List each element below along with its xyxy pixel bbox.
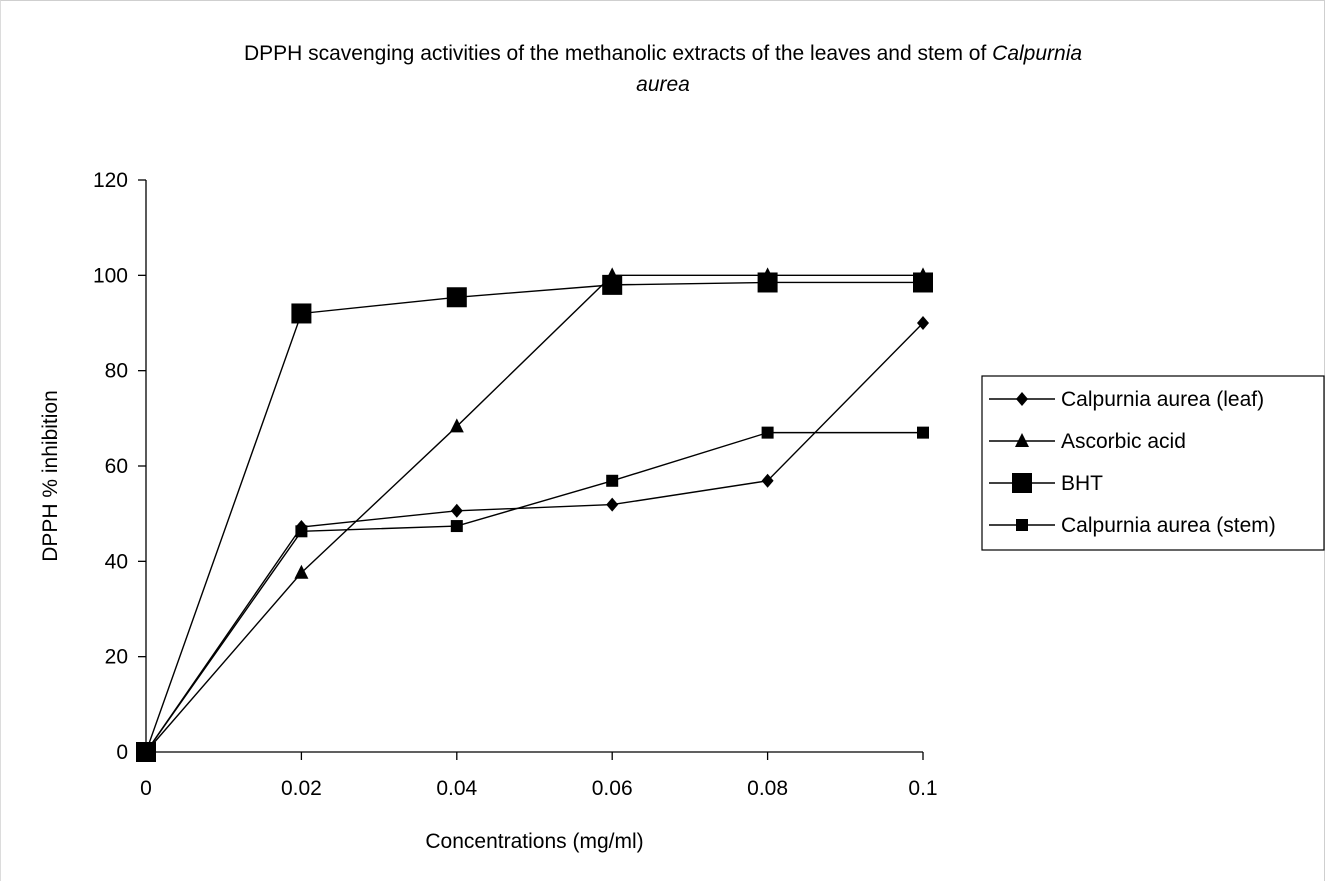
data-point [606,474,619,487]
axes: 0 20 40 60 80 100 120 0 0.02 0.04 0.06 0.08 0.1 Conce… [39,169,938,853]
chart-title-italic-1: Calpurnia [992,42,1083,65]
data-point [917,316,929,330]
chart-title-italic-2: aurea [636,73,690,96]
series-line [145,431,923,753]
x-tick-label: 0.06 [592,777,633,800]
legend-label: Calpurnia aurea (stem) [1061,514,1276,537]
chart-title: DPPH scavenging activities of the methan… [0,38,1326,100]
data-point [450,520,463,533]
data-point [446,287,467,308]
legend-item: BHT [989,472,1103,495]
x-tick-label: 0.08 [747,777,788,800]
chart-title-text: DPPH scavenging activities of the methan… [243,42,993,65]
legend-item: Calpurnia aurea (leaf) [989,388,1264,411]
data-point [761,473,774,488]
series-lines [136,267,933,762]
x-tick-label: 0.02 [281,777,322,800]
data-point [757,272,778,293]
series-line [145,274,923,753]
data-point [295,525,308,538]
x-tick-label: 0.04 [436,777,477,800]
legend-item: Calpurnia aurea (stem) [989,514,1276,537]
legend-box [981,375,1325,551]
data-point [449,418,464,433]
series-1 [140,316,929,759]
series-3 [136,272,933,762]
data-point [761,426,774,439]
data-point [606,497,619,512]
legend: Calpurnia aurea (leaf) Ascorbic acid BHT Ca… [981,375,1325,551]
legend-marker [1016,392,1028,406]
legend-marker [1015,433,1029,447]
series-line [145,281,923,753]
y-tick-label: 40 [105,550,128,573]
data-point [602,274,623,295]
legend-marker [1012,473,1032,493]
y-axis-label: DPPH % inhibition [39,390,62,562]
y-tick-label: 120 [93,169,128,192]
x-tick-label: 0.1 [908,777,937,800]
legend-marker [1016,519,1028,531]
data-point [913,272,933,293]
y-tick-label: 20 [105,646,128,669]
x-axis-label: Concentrations (mg/ml) [425,830,643,853]
y-tick-label: 60 [105,455,128,478]
legend-label: Ascorbic acid [1061,430,1186,453]
legend-label: Calpurnia aurea (leaf) [1061,388,1264,411]
y-tick-label: 80 [105,360,128,383]
data-point [294,564,309,579]
series-2 [139,267,930,758]
series-4 [140,426,929,758]
data-point [450,503,463,518]
y-tick-label: 100 [93,264,128,287]
data-point [917,426,929,439]
series-line [145,322,924,753]
data-point [140,746,152,758]
legend-label: BHT [1061,472,1103,495]
y-tick-label: 0 [116,741,128,764]
legend-item: Ascorbic acid [989,430,1186,453]
data-point [291,303,312,324]
x-tick-label: 0 [140,777,152,800]
